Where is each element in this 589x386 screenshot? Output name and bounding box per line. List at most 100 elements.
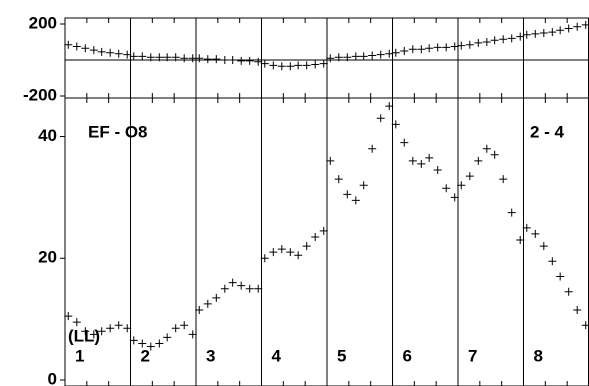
data-point [155,53,164,62]
data-point [123,50,132,59]
data-point [433,166,442,174]
data-point [195,306,204,314]
data-point [286,62,295,71]
data-point [442,184,451,193]
segment-label: 2 [141,346,150,365]
data-point [311,60,320,69]
data-point [203,55,212,64]
data-point [114,49,123,58]
data-point [81,327,90,336]
data-point [548,257,557,266]
segment-label: 6 [403,346,412,365]
data-point [376,50,385,59]
data-point [581,20,589,29]
data-point [556,272,565,281]
data-point [417,159,426,168]
data-point [385,49,394,58]
data-point [417,45,426,54]
data-point [507,34,516,43]
data-point [180,321,189,330]
data-point [499,35,508,44]
data-point [573,306,582,314]
data-point [277,245,286,254]
y-tick-label: 0 [48,369,57,386]
data-point [89,46,98,55]
data-point [326,156,335,165]
data-point [385,102,394,111]
data-point [203,299,212,308]
data-point [138,339,147,348]
data-point [391,48,400,57]
data-point [573,22,582,31]
data-point [457,41,466,50]
data-point [539,242,548,251]
data-point [351,52,360,61]
data-point [343,190,352,199]
data-point [138,52,147,61]
data-point [319,59,328,68]
data-point [408,45,417,54]
data-point [450,193,459,202]
data-point [531,229,540,238]
data-point [442,43,451,52]
data-point [400,47,409,55]
data-point [465,40,474,49]
data-point [237,281,246,290]
data-point [269,61,278,70]
data-point [64,312,73,321]
data-point [499,175,508,184]
data-point [106,48,115,57]
data-point [123,324,132,333]
data-point [368,51,377,60]
data-point [212,55,221,64]
data-point [564,24,573,33]
data-point [212,293,221,302]
annotation: EF - O8 [88,122,148,141]
data-point [334,175,343,184]
data-point [97,47,106,56]
data-point [286,248,295,257]
data-point [457,181,466,190]
data-point [522,30,531,39]
data-point [180,54,189,63]
data-point [302,61,311,70]
segment-label: 5 [337,346,346,365]
data-point [163,53,172,62]
y-tick-label: 40 [38,126,57,145]
data-point [516,236,525,244]
data-point [351,196,360,205]
data-point [171,53,180,62]
data-point [359,181,368,190]
segment-label: 3 [206,346,215,365]
data-point [548,28,557,37]
data-point [326,54,335,63]
data-point [220,284,229,293]
data-point [237,56,246,65]
data-point [171,324,180,333]
data-point [129,336,138,345]
y-tick-label: 20 [38,248,57,267]
data-point [277,62,286,71]
data-point [564,287,573,296]
data-point [72,42,81,51]
data-point [474,38,483,47]
data-point [114,321,123,330]
data-point [188,330,197,339]
segment-label: 8 [534,346,543,365]
data-point [474,156,483,165]
data-point [465,172,474,181]
data-point [581,321,589,330]
data-point [146,53,155,62]
data-point [294,61,303,70]
annotation: (LL) [68,326,100,345]
data-point [260,254,269,263]
data-point [334,53,343,62]
data-point [64,40,73,49]
data-point [482,144,491,153]
data-point [254,57,263,66]
data-point [302,242,311,251]
data-point [269,248,278,257]
data-point [408,156,417,165]
data-point [319,226,328,235]
